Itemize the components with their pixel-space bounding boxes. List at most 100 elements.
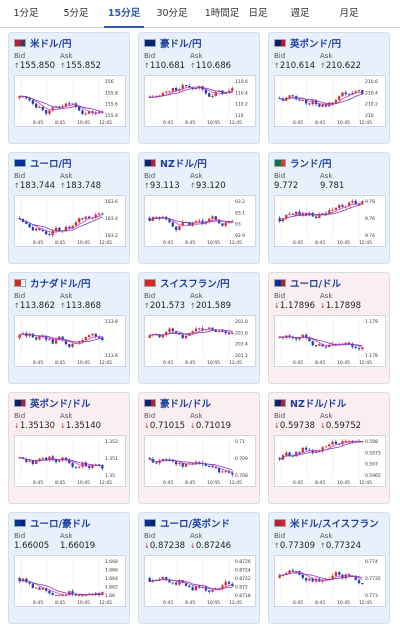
- ask-label: Ask: [190, 532, 203, 540]
- pair-name[interactable]: 英ポンド/円: [290, 39, 341, 50]
- rate-card[interactable]: 豪ドル/円 Bid Ask ↑110.681 ↑110.686 110.6 110.4 110…: [138, 32, 260, 144]
- rate-card[interactable]: 豪ドル/ドル Bid Ask ↓0.71015 ↓0.71019 0.71 0.709 0.7…: [138, 392, 260, 504]
- pair-name[interactable]: ユーロ/円: [30, 159, 72, 170]
- rate-card[interactable]: ランド/円 Bid Ask 9.772 9.781 9.78 9.76 9.74 6:45 8:4…: [268, 152, 390, 264]
- rate-card[interactable]: 英ポンド/ドル Bid Ask ↓1.35130 ↓1.35140 1.352 1.351 1…: [8, 392, 130, 504]
- rate-card[interactable]: スイスフラン/円 Bid Ask ↑201.573 ↑201.589 201.8 201.6…: [138, 272, 260, 384]
- candle-body: [48, 110, 51, 114]
- candle-body: [181, 85, 184, 90]
- y-tick-label: 0.708: [235, 473, 248, 479]
- rate-card[interactable]: ユーロ/円 Bid Ask ↑183.744 ↑183.748 183.6 183.4 183…: [8, 152, 130, 264]
- candle-body: [314, 578, 318, 582]
- rate-card[interactable]: NZドル/ドル Bid Ask ↓0.59738 ↓0.59752 0.598 0.5975…: [268, 392, 390, 504]
- candle-body: [74, 222, 78, 226]
- mini-chart[interactable]: 210.6 210.4 210.2 210 6:45 8:45 10:45 12:45: [274, 75, 386, 127]
- y-tick-label: 210.4: [365, 90, 378, 96]
- candle-body: [78, 466, 81, 468]
- mini-chart[interactable]: 0.774 0.7735 0.773 6:45 8:45 10:45 12:45: [274, 555, 386, 607]
- candle-body: [101, 213, 104, 215]
- candle-body: [311, 100, 314, 105]
- candle-body: [178, 463, 181, 465]
- tab-3[interactable]: 30分足: [156, 8, 188, 19]
- x-tick-label: 6:45: [33, 120, 43, 126]
- pair-name[interactable]: 米ドル/円: [30, 39, 72, 50]
- rate-card[interactable]: NZドル/円 Bid Ask ↑93.113 ↑93.120 93.2 93.1 93 92.9…: [138, 152, 260, 264]
- pair-name[interactable]: ユーロ/豪ドル: [30, 519, 91, 530]
- candle-body: [198, 220, 201, 222]
- rate-card[interactable]: ユーロ/ドル Bid Ask ↓1.17896 ↓1.17898 1.179 1.178 6:…: [268, 272, 390, 384]
- candlestick-chart: 93.2 93.1 93 92.9 6:45 8:45 10:45 12:45: [148, 199, 245, 246]
- candle-body: [361, 583, 364, 585]
- candlestick-chart: 156 155.8 155.6 155.4 6:45 8:45 10:45 12:45: [18, 79, 118, 126]
- mini-chart[interactable]: 113.8 113.6 6:45 8:45 10:45 12:45: [14, 315, 126, 367]
- mini-chart[interactable]: 1.668 1.666 1.664 1.662 1.66 6:45 8:45 10:45 12:…: [14, 555, 126, 607]
- candle-body: [361, 200, 364, 204]
- tab-6[interactable]: 週足: [290, 8, 310, 19]
- moving-average-line: [279, 441, 363, 460]
- mini-chart[interactable]: 1.179 1.178 6:45 8:45 10:45 12:45: [274, 315, 386, 367]
- candle-body: [321, 580, 324, 582]
- bid-label: Bid: [14, 532, 26, 540]
- card-header: 米ドル/円: [14, 36, 124, 50]
- candle-body: [58, 106, 61, 108]
- pair-name[interactable]: 米ドル/スイスフラン: [290, 519, 379, 530]
- mini-chart[interactable]: 0.8726 0.8724 0.8722 0.872 0.8718 6:45 8:45 10:…: [144, 555, 256, 607]
- price-labels: Bid Ask: [14, 412, 124, 421]
- candle-body: [38, 587, 41, 590]
- candle-body: [347, 94, 351, 96]
- rate-card[interactable]: ユーロ/豪ドル Bid Ask 1.66005 1.66019 1.668 1.666 1.6…: [8, 512, 130, 624]
- tab-1[interactable]: 5分足: [63, 8, 89, 19]
- arrow-up-icon: ↑: [14, 62, 20, 70]
- pair-name[interactable]: スイスフラン/円: [160, 279, 230, 290]
- mini-chart[interactable]: 0.71 0.709 0.708 6:45 8:45 10:45 12:45: [144, 435, 256, 487]
- pair-name[interactable]: カナダドル/円: [30, 279, 91, 290]
- mini-chart[interactable]: 93.2 93.1 93 92.9 6:45 8:45 10:45 12:45: [144, 195, 256, 247]
- tab-2[interactable]: 15分足: [104, 0, 144, 28]
- candle-body: [224, 331, 227, 334]
- tab-4[interactable]: 1時間足: [204, 8, 240, 19]
- pair-name[interactable]: 英ポンド/ドル: [30, 399, 91, 410]
- pair-name[interactable]: NZドル/ドル: [290, 399, 347, 410]
- mini-chart[interactable]: 156 155.8 155.6 155.4 6:45 8:45 10:45 12:45: [14, 75, 126, 127]
- pair-name[interactable]: ユーロ/ドル: [290, 279, 341, 290]
- candle-body: [295, 211, 298, 215]
- candle-body: [158, 460, 161, 464]
- x-tick-label: 12:45: [359, 480, 372, 486]
- tab-5[interactable]: 日足: [248, 8, 268, 19]
- candle-body: [35, 460, 38, 465]
- mini-chart[interactable]: 9.78 9.76 9.74 6:45 8:45 10:45 12:45: [274, 195, 386, 247]
- rate-card[interactable]: 英ポンド/円 Bid Ask ↑210.614 ↑210.622 210.6 210.4 21…: [268, 32, 390, 144]
- pair-name[interactable]: NZドル/円: [160, 159, 207, 170]
- x-tick-label: 10:45: [337, 600, 350, 606]
- candle-body: [28, 460, 31, 462]
- rate-card[interactable]: カナダドル/円 Bid Ask ↑113.862 ↑113.868 113.8 113.6 6…: [8, 272, 130, 384]
- pair-name[interactable]: ランド/円: [290, 159, 332, 170]
- moving-average-line: [279, 202, 363, 222]
- candle-body: [288, 570, 291, 574]
- candle-body: [64, 340, 68, 345]
- candle-body: [158, 578, 161, 581]
- tab-7[interactable]: 月足: [339, 8, 359, 19]
- pair-name[interactable]: 豪ドル/円: [160, 39, 202, 50]
- mini-chart[interactable]: 1.352 1.351 1.35 6:45 8:45 10:45 12:45: [14, 435, 126, 487]
- candle-body: [295, 338, 298, 340]
- mini-chart[interactable]: 0.598 0.5975 0.597 0.5965 6:45 8:45 10:45 12:45: [274, 435, 386, 487]
- candle-body: [84, 216, 87, 219]
- candle-body: [231, 333, 234, 335]
- mini-chart[interactable]: 201.8 201.6 201.4 201.2 6:45 8:45 10:45 12:45: [144, 315, 256, 367]
- mini-chart[interactable]: 183.6 183.4 183.2 6:45 8:45 10:45 12:45: [14, 195, 126, 247]
- tab-0[interactable]: 1分足: [13, 8, 39, 19]
- ask-price: ↑201.589: [190, 301, 236, 312]
- candle-body: [301, 334, 304, 338]
- pair-name[interactable]: ユーロ/英ポンド: [160, 519, 230, 530]
- candle-body: [181, 334, 184, 339]
- rate-card[interactable]: 米ドル/スイスフラン Bid Ask ↑0.77309 ↑0.77324 0.774 0.7…: [268, 512, 390, 624]
- mini-chart[interactable]: 110.6 110.4 110.2 110 6:45 8:45 10:45 12:45: [144, 75, 256, 127]
- card-header: カナダドル/円: [14, 276, 124, 290]
- candle-body: [94, 214, 97, 218]
- x-tick-label: 10:45: [77, 480, 90, 486]
- bid-price: ↑201.573: [144, 301, 190, 312]
- rate-card[interactable]: ユーロ/英ポンド Bid Ask ↓0.87238 ↓0.87246 0.8726 0.87…: [138, 512, 260, 624]
- rate-card[interactable]: 米ドル/円 Bid Ask ↑155.850 ↑155.852 156 155.8 155.6…: [8, 32, 130, 144]
- pair-name[interactable]: 豪ドル/ドル: [160, 399, 211, 410]
